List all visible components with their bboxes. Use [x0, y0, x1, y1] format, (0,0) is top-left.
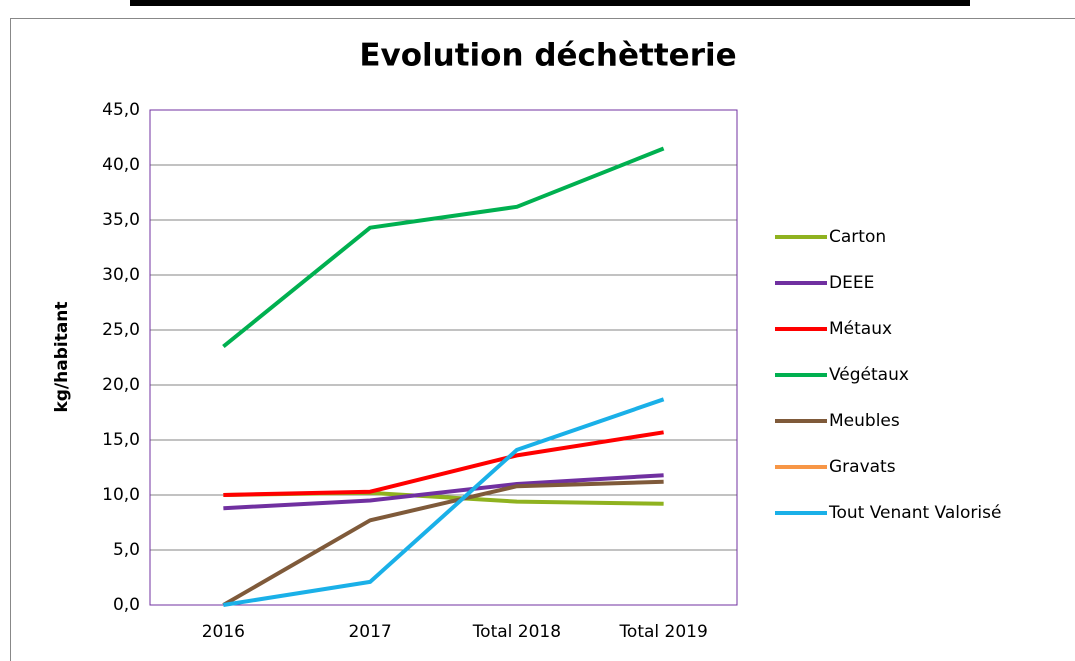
y-axis-label: kg/habitant: [52, 301, 72, 412]
series-line: [222, 479, 664, 607]
y-tick-label: 25,0: [102, 320, 140, 340]
legend-label: Métaux: [829, 319, 892, 339]
x-tick-label: 2016: [202, 622, 245, 642]
y-tick-label: 45,0: [102, 100, 140, 120]
legend-label: DEEE: [829, 273, 874, 293]
series-line: [223, 397, 665, 607]
y-tick-label: 35,0: [102, 210, 140, 230]
y-tick-label: 30,0: [102, 265, 140, 285]
y-tick-label: 0,0: [113, 595, 140, 615]
y-tick-label: 5,0: [113, 540, 140, 560]
legend-label: Meubles: [829, 411, 900, 431]
header-bar: [130, 0, 970, 6]
x-tick-label: 2017: [348, 622, 391, 642]
x-tick-label: Total 2018: [472, 622, 561, 642]
series-line: [222, 146, 665, 349]
x-tick-label: Total 2019: [618, 622, 707, 642]
y-tick-label: 40,0: [102, 155, 140, 175]
chart-border: [10, 18, 1075, 661]
legend-label: Tout Venant Valorisé: [828, 503, 1001, 523]
legend-label: Gravats: [829, 457, 896, 477]
chart-title: Evolution déchètterie: [359, 38, 736, 74]
legend-label: Carton: [829, 227, 886, 247]
y-tick-label: 10,0: [102, 485, 140, 505]
legend-label: Végétaux: [829, 365, 909, 385]
plot-border: [149, 109, 738, 606]
series-line: [223, 430, 664, 497]
series-line: [223, 473, 664, 511]
y-tick-label: 15,0: [102, 430, 140, 450]
y-tick-label: 20,0: [102, 375, 140, 395]
